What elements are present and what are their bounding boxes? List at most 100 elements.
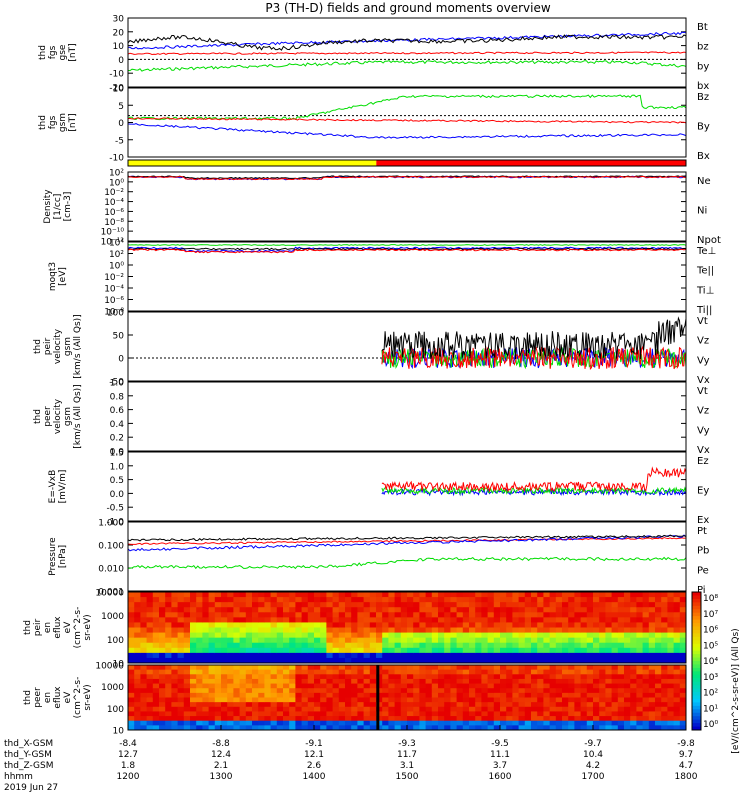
y-tick-label: 10⁰ bbox=[109, 262, 124, 272]
y-axis-label: eV bbox=[63, 621, 73, 634]
spec-cell bbox=[190, 592, 197, 598]
spec-cell bbox=[270, 674, 278, 680]
spec-cell bbox=[444, 652, 451, 659]
spec-cell bbox=[227, 725, 234, 731]
spec-cell bbox=[537, 597, 544, 603]
spec-cell bbox=[487, 674, 495, 680]
spec-cell bbox=[512, 617, 520, 623]
spec-cell bbox=[407, 647, 414, 654]
spec-cell bbox=[462, 607, 470, 613]
spec-cell bbox=[407, 617, 414, 623]
trace-Vt bbox=[381, 316, 687, 360]
spec-cell bbox=[599, 669, 606, 675]
spec-cell bbox=[599, 622, 606, 628]
spec-cell bbox=[351, 692, 358, 698]
spec-cell bbox=[301, 702, 309, 708]
colorbar-segment bbox=[692, 595, 701, 600]
spec-cell bbox=[661, 647, 668, 654]
spec-cell bbox=[369, 592, 377, 598]
spec-cell bbox=[258, 683, 265, 689]
spec-cell bbox=[301, 592, 309, 598]
spec-cell bbox=[593, 692, 600, 698]
spec-cell bbox=[568, 632, 575, 639]
spec-cell bbox=[264, 592, 272, 598]
spec-cell bbox=[630, 702, 637, 708]
y-tick-label: 0.0 bbox=[110, 490, 125, 500]
spec-cell bbox=[636, 622, 644, 628]
spec-cell bbox=[456, 607, 464, 613]
spec-cell bbox=[500, 720, 507, 726]
spec-cell bbox=[388, 692, 396, 698]
spec-cell bbox=[264, 702, 272, 708]
spec-cell bbox=[562, 647, 569, 654]
spec-cell bbox=[338, 665, 346, 671]
spec-cell bbox=[332, 674, 340, 680]
spec-cell bbox=[382, 652, 389, 659]
spec-cell bbox=[314, 706, 321, 712]
spec-cell bbox=[208, 716, 216, 722]
spec-cell bbox=[283, 652, 290, 659]
mode-bar bbox=[128, 160, 686, 166]
spec-cell bbox=[283, 622, 290, 628]
spec-cell bbox=[444, 632, 451, 639]
spec-cell bbox=[233, 597, 241, 603]
spec-cell bbox=[469, 612, 476, 618]
spec-cell bbox=[493, 725, 501, 731]
spec-cell bbox=[506, 706, 513, 712]
spec-cell bbox=[177, 657, 185, 664]
spec-cell bbox=[481, 652, 489, 659]
spec-cell bbox=[562, 617, 569, 623]
spec-cell bbox=[661, 607, 668, 613]
spec-cell bbox=[568, 597, 575, 603]
spec-cell bbox=[345, 622, 352, 628]
spec-cell bbox=[568, 657, 575, 664]
spec-cell bbox=[469, 602, 476, 608]
spec-cell bbox=[283, 683, 290, 689]
spec-cell bbox=[264, 657, 272, 664]
spec-cell bbox=[301, 647, 309, 654]
spec-cell bbox=[562, 725, 569, 731]
spec-cell bbox=[276, 622, 284, 628]
spec-cell bbox=[252, 669, 259, 675]
spec-cell bbox=[642, 612, 650, 618]
spec-cell bbox=[134, 716, 141, 722]
y-tick-label: 1.000 bbox=[98, 519, 124, 529]
spec-cell bbox=[599, 720, 606, 726]
spec-cell bbox=[413, 692, 420, 698]
spec-cell bbox=[481, 607, 489, 613]
spec-cell bbox=[462, 642, 470, 649]
spec-cell bbox=[159, 706, 166, 712]
spec-cell bbox=[134, 617, 141, 623]
spec-cell bbox=[351, 597, 358, 603]
spec-cell bbox=[314, 647, 321, 654]
spec-cell bbox=[524, 674, 532, 680]
spec-cell bbox=[338, 607, 346, 613]
spec-cell bbox=[183, 697, 191, 703]
spec-cell bbox=[605, 622, 613, 628]
spec-cell bbox=[500, 652, 507, 659]
y-axis-label: gsm bbox=[58, 113, 68, 132]
spec-cell bbox=[239, 702, 247, 708]
panel-frame bbox=[127, 381, 687, 452]
spec-cell bbox=[388, 597, 396, 603]
spec-cell bbox=[593, 627, 600, 634]
spec-cell bbox=[562, 665, 569, 671]
legend-entry: Te|| bbox=[696, 266, 714, 277]
spec-cell bbox=[270, 702, 278, 708]
spec-cell bbox=[140, 617, 148, 623]
spec-cell bbox=[376, 632, 383, 639]
spec-cell bbox=[320, 665, 327, 671]
spec-cell bbox=[221, 692, 228, 698]
spec-cell bbox=[214, 725, 222, 731]
spec-cell bbox=[357, 597, 365, 603]
y-tick-label: -5 bbox=[115, 136, 124, 146]
spec-cell bbox=[543, 632, 551, 639]
spec-cell bbox=[332, 720, 340, 726]
spec-cell bbox=[462, 602, 470, 608]
trace-Te-perp bbox=[127, 248, 687, 254]
spec-cell bbox=[444, 725, 451, 731]
spec-cell bbox=[562, 637, 569, 644]
spec-cell bbox=[673, 720, 681, 726]
spec-cell bbox=[165, 678, 172, 685]
spec-cell bbox=[177, 627, 185, 634]
